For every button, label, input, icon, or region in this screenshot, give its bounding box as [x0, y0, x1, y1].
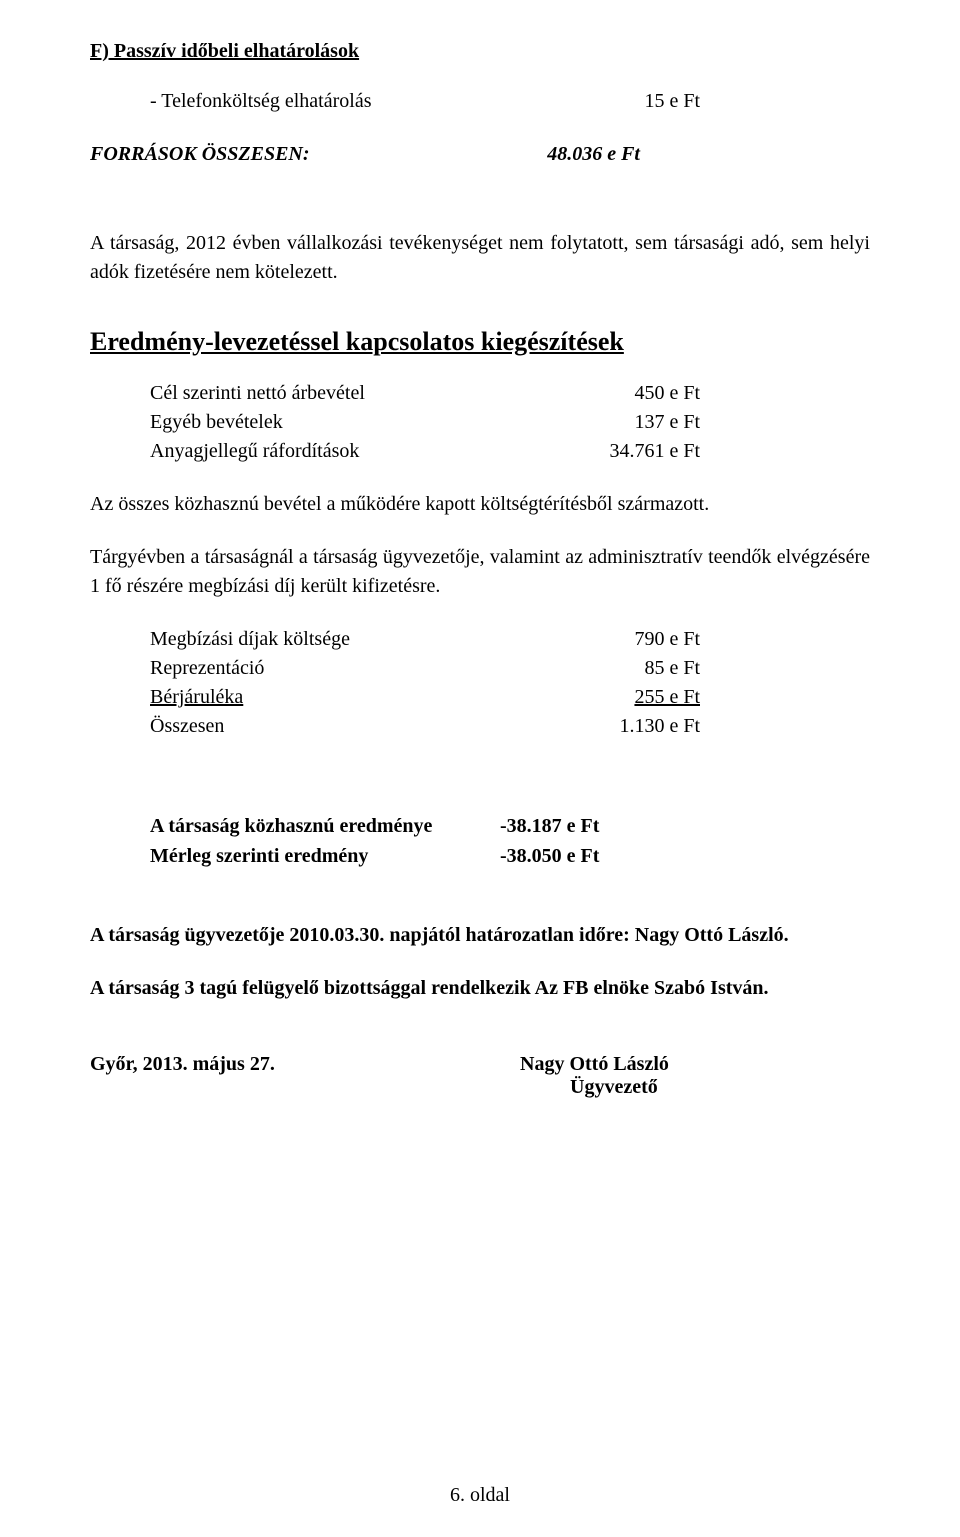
- result-row: Mérleg szerinti eredmény -38.050 e Ft: [150, 841, 870, 871]
- list-item: Reprezentáció 85 e Ft: [150, 654, 870, 683]
- underline-row: Bérjáruléka 255 e Ft: [150, 683, 870, 712]
- result-section-heading: Eredmény-levezetéssel kapcsolatos kiegés…: [90, 327, 870, 357]
- total-value: 48.036 e Ft: [480, 140, 640, 169]
- item-label: Cél szerinti nettó árbevétel: [150, 379, 540, 408]
- total-row: Összesen 1.130 e Ft: [150, 712, 870, 741]
- paragraph-4: A társaság ügyvezetője 2010.03.30. napjá…: [90, 921, 870, 950]
- result-value: -38.050 e Ft: [500, 841, 650, 871]
- item-value: 450 e Ft: [540, 379, 700, 408]
- result-value: -38.187 e Ft: [500, 811, 650, 841]
- cost-block: Megbízási díjak költsége 790 e Ft Reprez…: [150, 625, 870, 741]
- result-label: Mérleg szerinti eredmény: [150, 841, 500, 871]
- signature-block: Győr, 2013. május 27. Nagy Ottó László: [90, 1053, 870, 1076]
- item-value: 790 e Ft: [540, 625, 700, 654]
- item-label: Reprezentáció: [150, 654, 540, 683]
- paragraph-3: Tárgyévben a társaságnál a társaság ügyv…: [90, 543, 870, 601]
- item-value: 137 e Ft: [540, 408, 700, 437]
- result-label: A társaság közhasznú eredménye: [150, 811, 500, 841]
- list-item: Cél szerinti nettó árbevétel 450 e Ft: [150, 379, 870, 408]
- result-rows: Cél szerinti nettó árbevétel 450 e Ft Eg…: [150, 379, 870, 466]
- item-label: Egyéb bevételek: [150, 408, 540, 437]
- document-page: F) Passzív időbeli elhatárolások - Telef…: [0, 0, 960, 1537]
- signature-name: Nagy Ottó László: [520, 1053, 669, 1076]
- result-row: A társaság közhasznú eredménye -38.187 e…: [150, 811, 870, 841]
- signature-title: Ügyvezető: [570, 1076, 870, 1099]
- item-label: Megbízási díjak költsége: [150, 625, 540, 654]
- paragraph-5: A társaság 3 tagú felügyelő bizottsággal…: [90, 974, 870, 1003]
- sources-total-row: FORRÁSOK ÖSSZESEN: 48.036 e Ft: [90, 140, 870, 169]
- item-value: 85 e Ft: [540, 654, 700, 683]
- page-footer: 6. oldal: [0, 1484, 960, 1507]
- item-label: - Telefonköltség elhatárolás: [150, 87, 540, 116]
- list-item: - Telefonköltség elhatárolás 15 e Ft: [150, 87, 870, 116]
- item-value: 255 e Ft: [540, 683, 700, 712]
- section-f-heading: F) Passzív időbeli elhatárolások: [90, 40, 870, 63]
- item-value: 15 e Ft: [540, 87, 700, 116]
- item-value: 34.761 e Ft: [540, 437, 700, 466]
- item-value: 1.130 e Ft: [540, 712, 700, 741]
- list-item: Megbízási díjak költsége 790 e Ft: [150, 625, 870, 654]
- item-label: Összesen: [150, 712, 540, 741]
- list-item: Egyéb bevételek 137 e Ft: [150, 408, 870, 437]
- bold-results-block: A társaság közhasznú eredménye -38.187 e…: [150, 811, 870, 871]
- paragraph-1: A társaság, 2012 évben vállalkozási tevé…: [90, 229, 870, 287]
- paragraph-2: Az összes közhasznú bevétel a működére k…: [90, 490, 870, 519]
- section-f-items: - Telefonköltség elhatárolás 15 e Ft: [150, 87, 870, 116]
- item-label: Anyagjellegű ráfordítások: [150, 437, 540, 466]
- list-item: Anyagjellegű ráfordítások 34.761 e Ft: [150, 437, 870, 466]
- signature-place-date: Győr, 2013. május 27.: [90, 1053, 520, 1076]
- total-label: FORRÁSOK ÖSSZESEN:: [90, 140, 480, 169]
- item-label: Bérjáruléka: [150, 683, 540, 712]
